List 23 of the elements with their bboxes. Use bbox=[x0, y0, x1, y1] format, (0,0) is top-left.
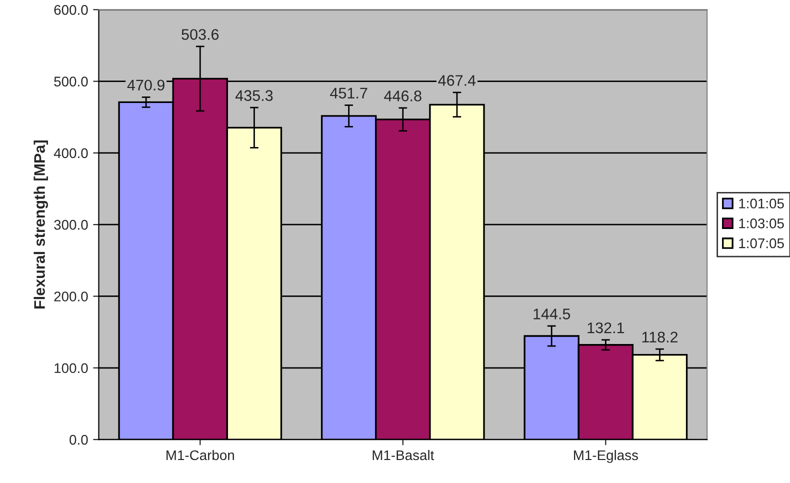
data-label: 118.2 bbox=[642, 332, 678, 343]
y-tick-label: 300.0 bbox=[54, 220, 88, 230]
data-label: 451.7 bbox=[330, 88, 368, 99]
y-tick-label: 0.0 bbox=[70, 434, 88, 445]
x-tick-label: M1-Eglass bbox=[574, 450, 638, 463]
y-tick-label: 500.0 bbox=[54, 76, 88, 86]
data-label: 470.9 bbox=[127, 80, 164, 91]
data-label: 503.6 bbox=[182, 29, 219, 40]
data-label: 132.1 bbox=[588, 322, 624, 334]
x-tick-label: M1-Basalt bbox=[372, 450, 434, 460]
y-tick-label: 600.0 bbox=[54, 4, 88, 15]
legend-label: 1:03:05 bbox=[739, 218, 784, 228]
legend-label: 1:01:05 bbox=[739, 198, 784, 208]
data-label: 467.4 bbox=[438, 75, 476, 86]
data-label: 435.3 bbox=[235, 90, 273, 101]
y-tick-label: 200.0 bbox=[54, 292, 88, 302]
x-tick-label: M1-Carbon bbox=[166, 450, 234, 460]
data-label: 144.5 bbox=[534, 308, 570, 320]
data-label: 446.8 bbox=[384, 90, 422, 102]
y-axis-title: Flexural strength [MPa] bbox=[34, 140, 48, 308]
y-tick-label: 100.0 bbox=[54, 363, 88, 374]
y-tick-label: 400.0 bbox=[54, 148, 88, 158]
legend-label: 1:07:05 bbox=[739, 238, 784, 248]
